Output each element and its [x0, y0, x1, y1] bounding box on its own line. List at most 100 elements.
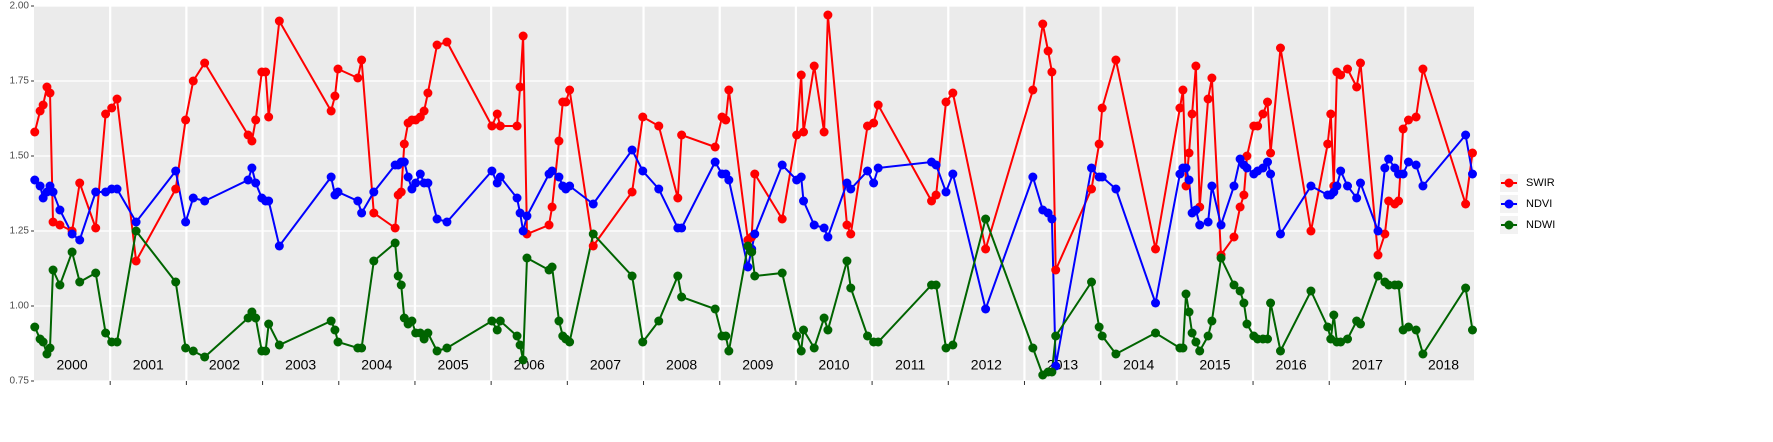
data-point [1373, 226, 1383, 236]
data-point [101, 109, 111, 119]
data-point [1394, 196, 1404, 206]
data-point [799, 325, 809, 335]
data-point [796, 70, 806, 80]
data-point [1380, 229, 1390, 239]
data-point [112, 337, 122, 347]
data-point [45, 88, 55, 98]
data-point [1326, 109, 1336, 119]
data-point [419, 106, 429, 116]
y-tick-label: 1.00 [10, 301, 30, 312]
y-tick-label: 1.25 [10, 226, 30, 237]
data-point [673, 193, 683, 203]
data-point [181, 217, 191, 227]
data-point [48, 187, 58, 197]
data-point [1097, 331, 1107, 341]
data-point [809, 220, 819, 230]
data-point [393, 271, 403, 281]
data-point [432, 214, 442, 224]
data-point [101, 328, 111, 338]
data-point [565, 337, 575, 347]
data-point [411, 178, 421, 188]
data-point [638, 166, 648, 176]
data-point [654, 184, 664, 194]
legend-dot [1504, 220, 1514, 230]
data-point [423, 88, 433, 98]
data-point [107, 103, 117, 113]
data-point [1047, 67, 1057, 77]
data-point [554, 136, 564, 146]
data-point [274, 241, 284, 251]
data-point [1403, 322, 1413, 332]
data-point [247, 136, 257, 146]
data-point [1028, 172, 1038, 182]
data-point [200, 58, 210, 68]
data-point [710, 157, 720, 167]
data-point [1258, 109, 1268, 119]
data-point [799, 127, 809, 137]
data-point [1151, 298, 1161, 308]
data-point [67, 229, 77, 239]
data-point [390, 223, 400, 233]
data-point [1051, 331, 1061, 341]
data-point [1418, 181, 1428, 191]
data-point [777, 214, 787, 224]
data-point [1336, 70, 1346, 80]
data-point [823, 325, 833, 335]
data-point [1178, 85, 1188, 95]
data-point [1242, 151, 1252, 161]
data-point [948, 88, 958, 98]
data-point [588, 241, 598, 251]
data-point [522, 211, 532, 221]
year-label: 2000 [57, 357, 88, 373]
data-point [842, 256, 852, 266]
data-point [1207, 316, 1217, 326]
data-point [200, 196, 210, 206]
data-point [1111, 349, 1121, 359]
data-point [330, 325, 340, 335]
data-point [554, 172, 564, 182]
data-point [710, 142, 720, 152]
data-point [1187, 328, 1197, 338]
data-point [171, 166, 181, 176]
data-point [492, 109, 502, 119]
data-point [588, 229, 598, 239]
data-point [1352, 82, 1362, 92]
data-point [518, 31, 528, 41]
data-point [1343, 334, 1353, 344]
data-point [399, 157, 409, 167]
data-point [823, 10, 833, 20]
data-point [1195, 346, 1205, 356]
year-label: 2004 [361, 357, 392, 373]
data-point [1094, 322, 1104, 332]
data-point [35, 181, 45, 191]
data-point [1467, 169, 1477, 179]
data-point [495, 121, 505, 131]
year-label: 2018 [1428, 357, 1459, 373]
data-point [750, 169, 760, 179]
data-point [777, 268, 787, 278]
data-point [357, 343, 367, 353]
data-point [1343, 64, 1353, 74]
data-point [1275, 346, 1285, 356]
data-point [518, 226, 528, 236]
data-point [931, 280, 941, 290]
data-point [1403, 115, 1413, 125]
data-point [750, 229, 760, 239]
data-point [1306, 181, 1316, 191]
data-point [724, 175, 734, 185]
data-point [846, 283, 856, 293]
data-point [554, 316, 564, 326]
data-point [1203, 331, 1213, 341]
data-point [1047, 214, 1057, 224]
data-point [357, 208, 367, 218]
data-point [75, 178, 85, 188]
data-point [1398, 124, 1408, 134]
data-point [1175, 103, 1185, 113]
data-point [1263, 97, 1273, 107]
data-point [518, 355, 528, 365]
data-point [1403, 157, 1413, 167]
year-label: 2010 [818, 357, 849, 373]
data-point [777, 160, 787, 170]
data-point [45, 343, 55, 353]
data-point [1087, 277, 1097, 287]
